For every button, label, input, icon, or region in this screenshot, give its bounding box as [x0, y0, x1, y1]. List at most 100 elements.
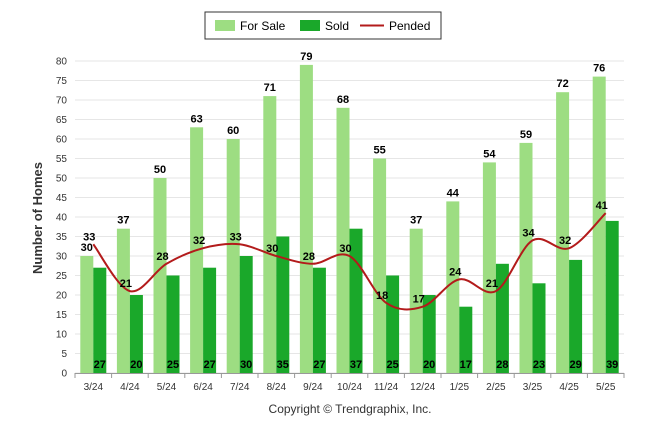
data-label-sold: 23	[533, 359, 545, 371]
x-tick-label: 11/24	[374, 382, 399, 393]
x-tick-label: 1/25	[450, 382, 470, 393]
y-tick-label: 30	[56, 252, 68, 263]
data-label-for-sale: 50	[154, 164, 166, 176]
data-label-for-sale: 71	[264, 82, 276, 94]
data-label-pended: 33	[83, 231, 95, 243]
data-label-sold: 20	[423, 359, 435, 371]
data-label-sold: 30	[240, 359, 252, 371]
data-label-pended: 28	[156, 251, 168, 263]
x-axis: 3/24 4/24 5/24 6/24 7/24 8/24 9/24 10/24 11/24 12…	[74, 373, 625, 393]
data-label-pended: 34	[522, 227, 535, 239]
y-tick-label: 45	[56, 193, 68, 204]
x-tick-label: 3/24	[84, 382, 104, 393]
bar-sold	[203, 267, 217, 373]
bar-sold	[569, 259, 583, 373]
data-label-pended: 33	[230, 231, 242, 243]
y-tick-label: 0	[61, 369, 67, 380]
bar-for-sale	[153, 178, 167, 373]
bar-sold	[276, 236, 290, 373]
data-label-sold: 27	[203, 359, 215, 371]
data-label-sold: 27	[94, 359, 106, 371]
data-label-for-sale: 60	[227, 125, 239, 137]
data-label-for-sale: 63	[190, 113, 202, 125]
legend-label-sold: Sold	[325, 19, 349, 33]
data-label-sold: 35	[277, 359, 289, 371]
data-label-pended: 41	[596, 200, 608, 212]
x-tick-label: 7/24	[230, 382, 250, 393]
data-label-pended: 24	[449, 266, 462, 278]
data-label-sold: 29	[569, 359, 581, 371]
y-tick-label: 35	[56, 232, 68, 243]
y-tick-label: 10	[56, 330, 68, 341]
data-label-for-sale: 44	[447, 187, 460, 199]
data-label-pended: 18	[376, 290, 388, 302]
y-tick-label: 75	[56, 76, 68, 87]
bar-sold	[386, 275, 400, 373]
bar-sold	[495, 263, 509, 373]
data-label-pended: 21	[120, 278, 132, 290]
data-label-pended: 21	[486, 278, 498, 290]
x-tick-label: 6/24	[193, 382, 213, 393]
bar-sold	[459, 306, 473, 373]
legend-label-for-sale: For Sale	[240, 19, 286, 33]
x-tick-label: 2/25	[486, 382, 506, 393]
data-label-sold: 39	[606, 359, 618, 371]
bar-for-sale	[556, 92, 570, 373]
y-tick-label: 60	[56, 135, 68, 146]
bar-sold	[166, 275, 180, 373]
y-tick-label: 65	[56, 115, 68, 126]
copyright-text: Copyright © Trendgraphix, Inc.	[269, 402, 432, 416]
x-tick-label: 5/24	[157, 382, 177, 393]
x-tick-label: 3/25	[523, 382, 543, 393]
y-tick-label: 70	[56, 96, 68, 107]
bar-sold	[312, 267, 326, 373]
data-label-for-sale: 76	[593, 63, 605, 75]
legend-swatch-sold	[300, 20, 320, 31]
data-label-pended: 17	[413, 294, 425, 306]
data-label-for-sale: 30	[81, 242, 93, 254]
y-tick-label: 40	[56, 213, 68, 224]
y-tick-label: 55	[56, 154, 68, 165]
bar-for-sale	[409, 228, 423, 373]
x-tick-label: 9/24	[303, 382, 323, 393]
data-label-sold: 28	[496, 359, 508, 371]
data-label-sold: 25	[167, 359, 179, 371]
bar-sold	[422, 295, 436, 373]
y-axis-title: Number of Homes	[30, 162, 45, 274]
bar-for-sale	[116, 228, 130, 373]
legend: For Sale Sold Pended	[204, 11, 442, 40]
data-labels: 30 37 50 63 60 71 79 68 55 37 44 54 59 72 76 27 20 25 27 30…	[81, 51, 619, 371]
data-label-sold: 27	[313, 359, 325, 371]
data-label-pended: 28	[303, 251, 315, 263]
data-label-for-sale: 59	[520, 129, 532, 141]
data-label-sold: 17	[460, 359, 472, 371]
bar-for-sale	[482, 162, 496, 373]
data-label-sold: 20	[130, 359, 142, 371]
x-tick-label: 4/24	[120, 382, 140, 393]
bar-for-sale	[299, 64, 313, 374]
data-label-for-sale: 79	[300, 51, 312, 63]
y-tick-label: 15	[56, 310, 68, 321]
data-label-for-sale: 54	[483, 148, 496, 160]
bar-for-sale	[80, 256, 94, 373]
data-label-for-sale: 37	[117, 215, 129, 227]
bar-for-sale	[373, 158, 387, 373]
data-label-pended: 32	[193, 235, 205, 247]
bar-for-sale	[336, 107, 350, 374]
pended-line-layer	[92, 212, 607, 311]
y-tick-label: 25	[56, 271, 68, 282]
data-label-for-sale: 55	[373, 145, 385, 157]
bars	[80, 64, 619, 374]
x-tick-label: 8/24	[267, 382, 287, 393]
y-tick-label: 20	[56, 291, 68, 302]
bar-for-sale	[519, 142, 533, 373]
y-tick-label: 80	[56, 57, 68, 68]
bar-for-sale	[446, 201, 460, 373]
bar-sold	[93, 267, 107, 373]
data-label-pended: 32	[559, 235, 571, 247]
y-axis: 0 5 10 15 20 25 30 35 40 45 50 55 60 65 70 75 80	[56, 57, 68, 380]
bar-for-sale	[263, 96, 277, 373]
bar-sold	[605, 220, 619, 373]
data-label-pended: 30	[266, 243, 278, 255]
data-label-sold: 37	[350, 359, 362, 371]
